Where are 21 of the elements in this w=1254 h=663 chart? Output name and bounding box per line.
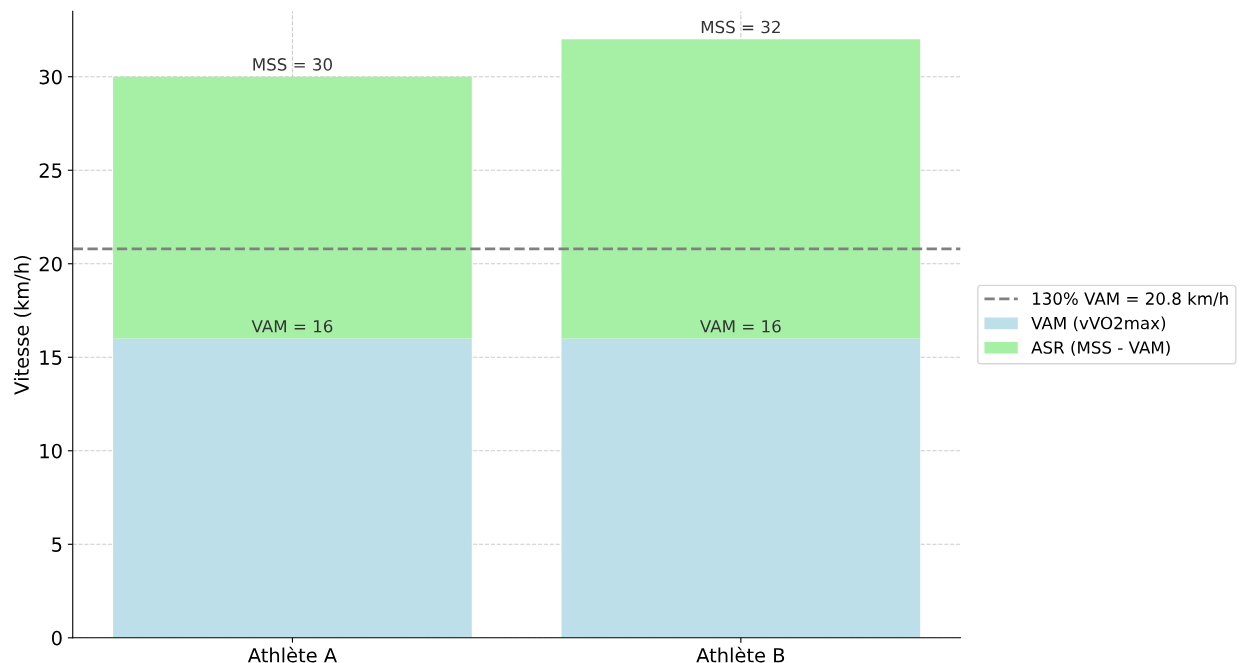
y-tick-label: 20 xyxy=(39,256,62,272)
annotation: VAM = 16 xyxy=(700,319,781,333)
legend-label: VAM (vVO2max) xyxy=(1031,316,1166,332)
y-tick-label: 5 xyxy=(52,537,62,552)
legend-label: 130% VAM = 20.8 km/h xyxy=(1032,292,1228,307)
y-tick-label: 25 xyxy=(39,163,62,178)
bar xyxy=(561,338,921,638)
x-tick-label: Athlète B xyxy=(696,646,785,663)
bar xyxy=(113,338,472,638)
legend-label: ASR (MSS - VAM) xyxy=(1031,340,1170,356)
y-tick-label: 15 xyxy=(40,350,62,365)
annotation: MSS = 32 xyxy=(701,20,780,34)
bar xyxy=(113,76,472,339)
annotation: VAM = 16 xyxy=(251,319,333,333)
y-tick-label: 0 xyxy=(51,630,62,646)
bar xyxy=(561,39,921,339)
y-tick-label: 30 xyxy=(39,69,62,85)
annotation: MSS = 30 xyxy=(253,58,332,71)
x-tick-label: Athlète A xyxy=(247,646,337,663)
y-axis-title: Vitesse (km/h) xyxy=(13,255,32,395)
y-tick-label: 10 xyxy=(40,443,62,459)
